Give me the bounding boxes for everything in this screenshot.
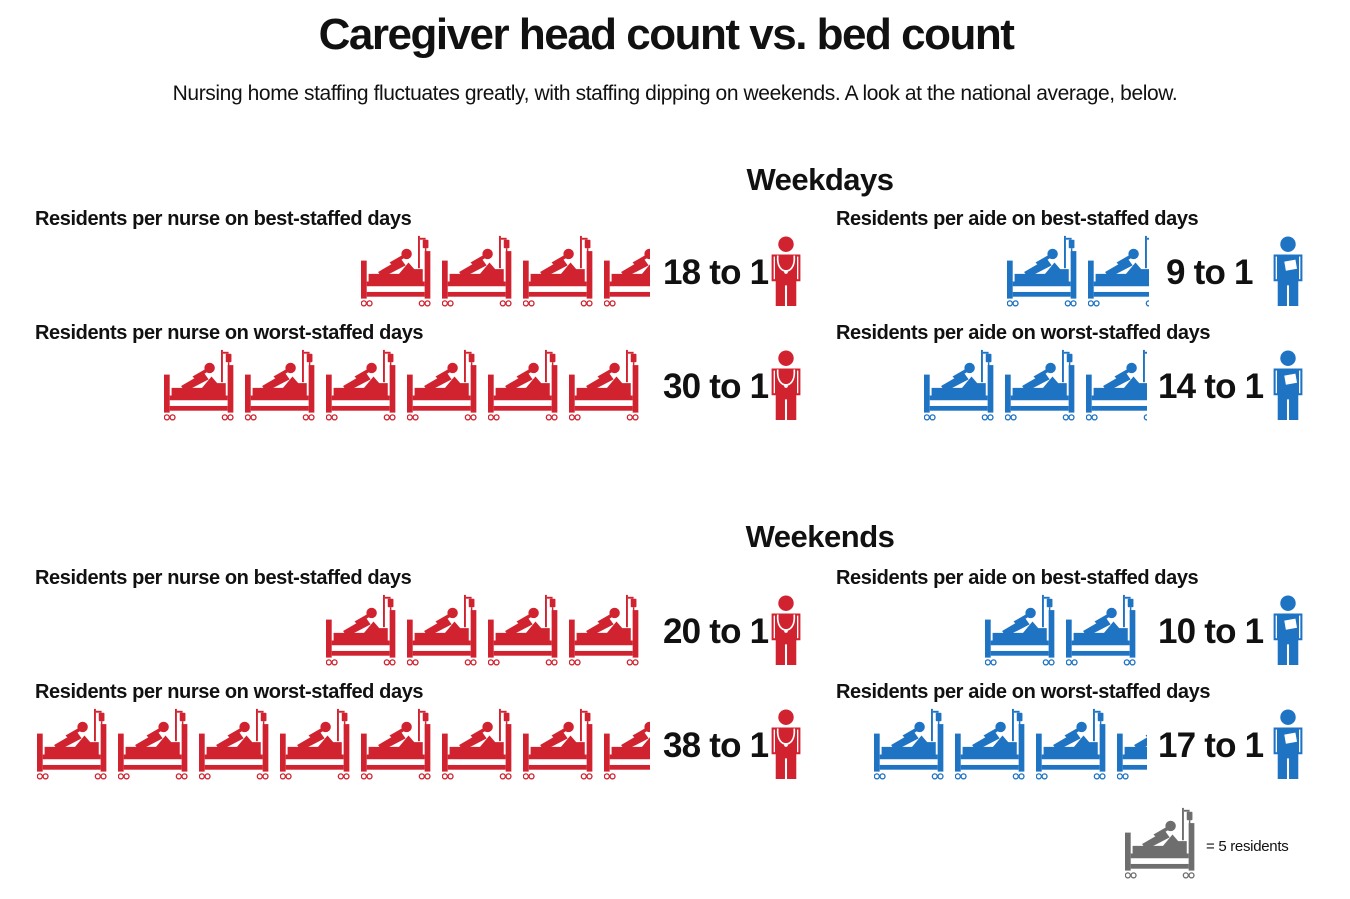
panel-label: Residents per nurse on worst-staffed day… [35,322,424,344]
panel-label: Residents per nurse on best-staffed days [35,208,412,230]
hospital-bed-icon [280,707,356,782]
panel-label: Residents per aide on worst-staffed days [836,681,1211,703]
panel-weekdays-nurse-worst: Residents per nurse on worst-staffed day… [35,322,805,422]
page-subtitle: Nursing home staffing fluctuates greatly… [172,82,1178,105]
nurse-icon [767,595,805,667]
bed-icon-row [361,234,650,309]
hospital-bed-icon [407,348,483,423]
bed-icon-row [924,348,1147,423]
panel-weekends-nurse-worst: Residents per nurse on worst-staffed day… [35,681,805,781]
hospital-bed-icon [1007,234,1083,309]
hospital-bed-icon [164,348,240,423]
ratio-label: 18 to 1 [663,253,769,292]
aide-icon [1269,595,1307,667]
section-title-weekends: Weekends [745,519,895,554]
bed-icon-row [1007,234,1149,309]
ratio-label: 17 to 1 [1158,726,1264,765]
panel-label: Residents per aide on best-staffed days [836,567,1199,589]
ratio-label: 30 to 1 [663,367,769,406]
panel-weekends-aide-best: Residents per aide on best-staffed days … [836,567,1306,667]
section-title-weekdays: Weekdays [746,162,894,197]
ratio-label: 10 to 1 [1158,612,1264,651]
hospital-bed-icon [245,348,321,423]
panel-weekdays-nurse-best: Residents per nurse on best-staffed days… [35,208,805,308]
hospital-bed-icon [326,348,402,423]
hospital-bed-icon [407,593,483,668]
hospital-bed-icon [361,234,437,309]
hospital-bed-icon [569,348,645,423]
hospital-bed-icon [955,707,1031,782]
hospital-bed-icon [985,593,1061,668]
hospital-bed-icon [199,707,275,782]
hospital-bed-icon [488,593,564,668]
bed-icon-row [874,707,1147,782]
legend: = 5 residents [1125,806,1315,881]
bed-icon-row [164,348,650,423]
panel-label: Residents per aide on best-staffed days [836,208,1199,230]
aide-icon [1269,350,1307,422]
panel-weekdays-aide-worst: Residents per aide on worst-staffed days… [836,322,1306,422]
ratio-label: 20 to 1 [663,612,769,651]
panel-weekends-nurse-best: Residents per nurse on best-staffed days… [35,567,805,667]
hospital-bed-icon [1066,593,1142,668]
page-title: Caregiver head count vs. bed count [318,10,1015,59]
hospital-bed-icon [1005,348,1081,423]
legend-label: = 5 residents [1206,838,1289,855]
hospital-bed-icon [488,348,564,423]
hospital-bed-icon [874,707,950,782]
hospital-bed-icon [442,707,518,782]
hospital-bed-icon [361,707,437,782]
bed-icon-row [985,593,1147,668]
hospital-bed-icon [1086,348,1147,423]
hospital-bed-icon [523,234,599,309]
nurse-icon [767,350,805,422]
nurse-icon [767,709,805,781]
hospital-bed-icon [326,593,402,668]
hospital-bed-icon [37,707,113,782]
bed-icon-row [37,707,650,782]
panel-label: Residents per aide on worst-staffed days [836,322,1211,344]
hospital-bed-icon [442,234,518,309]
hospital-bed-icon [1036,707,1112,782]
ratio-label: 38 to 1 [663,726,769,765]
hospital-bed-icon [1125,806,1201,882]
panel-weekdays-aide-best: Residents per aide on best-staffed days … [836,208,1306,308]
hospital-bed-icon [604,234,650,309]
ratio-label: 14 to 1 [1158,367,1264,406]
hospital-bed-icon [604,707,650,782]
bed-icon-row [326,593,650,668]
hospital-bed-icon [1088,234,1149,309]
panel-label: Residents per nurse on worst-staffed day… [35,681,424,703]
hospital-bed-icon [1117,707,1147,782]
aide-icon [1269,709,1307,781]
hospital-bed-icon [569,593,645,668]
hospital-bed-icon [523,707,599,782]
nurse-icon [767,236,805,308]
hospital-bed-icon [118,707,194,782]
aide-icon [1269,236,1307,308]
hospital-bed-icon [924,348,1000,423]
ratio-label: 9 to 1 [1166,253,1253,292]
panel-label: Residents per nurse on best-staffed days [35,567,412,589]
panel-weekends-aide-worst: Residents per aide on worst-staffed days… [836,681,1306,781]
